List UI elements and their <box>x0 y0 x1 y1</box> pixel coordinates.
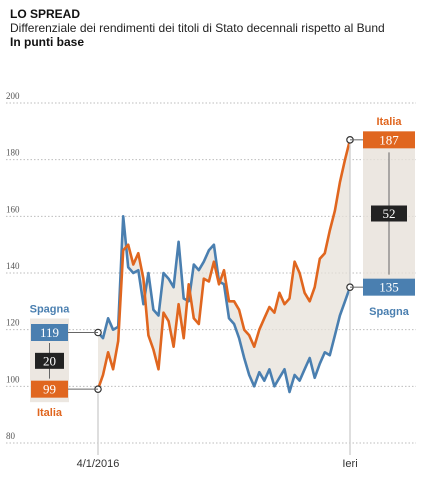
start-label-italia: Italia <box>37 407 63 419</box>
end-diff-box <box>371 205 407 222</box>
spread-fill-area <box>98 139 350 392</box>
end-value-italia: 187 <box>379 132 399 147</box>
end-diff-value: 52 <box>383 206 396 221</box>
x-tick-label: Ieri <box>342 458 357 470</box>
y-tick-label: 180 <box>6 148 20 158</box>
y-axis-ticks: 80 100 120 140 160 180 200 <box>6 91 20 441</box>
end-label-spagna: Spagna <box>369 306 410 318</box>
y-tick-label: 120 <box>6 318 20 328</box>
annotations: Spagna 119 20 99 Italia Italia 187 52 135 Spagna <box>30 116 415 455</box>
series-line-italia <box>96 139 352 390</box>
y-tick-label: 140 <box>6 261 20 271</box>
chart-title: LO SPREAD <box>10 7 81 21</box>
start-value-box-italia <box>31 380 68 398</box>
chart-header: LO SPREAD Differenziale dei rendimenti d… <box>10 7 430 49</box>
end-value-spagna: 135 <box>379 280 399 295</box>
start-value-spagna: 119 <box>40 325 59 340</box>
spread-area <box>98 139 350 392</box>
start-diff-box <box>35 352 64 369</box>
y-tick-label: 200 <box>6 91 20 101</box>
start-value-italia: 99 <box>43 382 56 397</box>
y-tick-label: 160 <box>6 204 20 214</box>
end-value-box-spagna <box>363 278 415 296</box>
x-tick-label: 4/1/2016 <box>77 458 120 470</box>
y-tick-label: 80 <box>6 431 16 441</box>
series-lines <box>96 139 352 394</box>
series-line-spagna <box>97 215 352 394</box>
start-label-spagna: Spagna <box>30 304 71 316</box>
x-axis-ticks: 4/1/2016 Ieri <box>77 458 358 470</box>
chart-subtitle: Differenziale dei rendimenti dei titoli … <box>10 21 385 35</box>
y-tick-label: 100 <box>6 374 20 384</box>
start-value-box-spagna <box>31 324 68 341</box>
end-label-italia: Italia <box>376 116 402 128</box>
chart-unit-label: In punti base <box>10 35 85 49</box>
end-value-box-italia <box>363 131 415 149</box>
start-diff-value: 20 <box>43 353 56 368</box>
